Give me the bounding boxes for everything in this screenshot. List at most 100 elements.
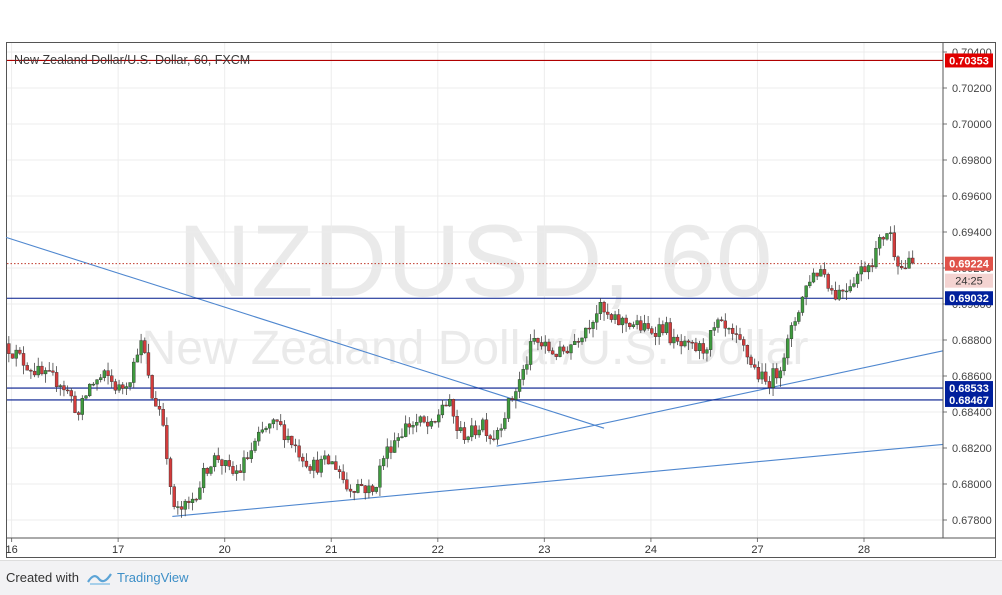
tradingview-logo-icon[interactable] bbox=[87, 570, 113, 586]
candle-up bbox=[198, 487, 202, 500]
candle-up bbox=[808, 281, 812, 287]
level-price-tag-bg bbox=[945, 291, 993, 306]
candle-down bbox=[143, 340, 147, 353]
candle-down bbox=[444, 404, 448, 407]
candle-up bbox=[429, 421, 434, 427]
candle-down bbox=[106, 370, 110, 376]
candle-down bbox=[576, 341, 581, 343]
candle-up bbox=[418, 416, 423, 423]
x-tick-label: 17 bbox=[112, 544, 124, 556]
candle-down bbox=[297, 445, 301, 458]
price-chart[interactable]: NZDUSD, 60 New Zealand Dollar/U.S. Dolla… bbox=[0, 0, 1002, 560]
candle-down bbox=[407, 423, 411, 428]
candle-up bbox=[466, 436, 470, 441]
candle-down bbox=[7, 343, 11, 354]
candle-up bbox=[286, 435, 290, 441]
candle-up bbox=[797, 312, 801, 322]
candle-up bbox=[760, 371, 764, 380]
candle-up bbox=[43, 370, 48, 375]
candle-up bbox=[264, 427, 268, 431]
candle-down bbox=[51, 370, 55, 373]
candle-up bbox=[117, 384, 121, 391]
candle-down bbox=[433, 421, 437, 423]
candle-down bbox=[10, 353, 15, 359]
candle-up bbox=[804, 285, 808, 298]
candle-up bbox=[584, 327, 588, 339]
current-price-tag: 0.69224 bbox=[949, 259, 990, 271]
candle-up bbox=[209, 466, 213, 474]
candle-down bbox=[661, 324, 665, 334]
candle-down bbox=[826, 274, 830, 289]
candle-up bbox=[176, 506, 180, 508]
candle-up bbox=[102, 370, 107, 378]
candle-down bbox=[29, 369, 33, 372]
candle-up bbox=[591, 322, 595, 329]
candle-up bbox=[495, 430, 500, 440]
trendline-3[interactable] bbox=[172, 443, 944, 517]
candle-down bbox=[903, 267, 908, 270]
candle-up bbox=[260, 429, 265, 433]
candle-up bbox=[837, 289, 841, 300]
candle-down bbox=[536, 338, 540, 343]
candle-down bbox=[554, 353, 558, 357]
candle-down bbox=[646, 323, 650, 329]
candle-down bbox=[62, 385, 66, 391]
candle-up bbox=[381, 458, 386, 467]
candle-down bbox=[238, 470, 242, 473]
candle-up bbox=[139, 340, 143, 356]
y-tick-label: 0.67800 bbox=[952, 515, 992, 527]
candle-up bbox=[782, 357, 786, 372]
footer-brand-link[interactable]: TradingView bbox=[117, 570, 189, 585]
candle-down bbox=[653, 333, 658, 337]
candle-down bbox=[815, 272, 819, 277]
candle-down bbox=[753, 364, 757, 368]
candle-up bbox=[672, 336, 676, 344]
candle-up bbox=[848, 286, 852, 292]
candle-up bbox=[135, 354, 140, 363]
x-tick-label: 16 bbox=[5, 544, 17, 556]
candle-up bbox=[819, 269, 823, 277]
candle-up bbox=[712, 327, 716, 331]
candle-up bbox=[771, 368, 775, 388]
candle-up bbox=[569, 344, 573, 354]
candle-up bbox=[80, 398, 84, 415]
candle-down bbox=[279, 421, 283, 425]
candle-up bbox=[778, 370, 783, 379]
watermark-name: New Zealand Dollar/U.S. Dollar bbox=[142, 322, 809, 375]
candle-down bbox=[231, 466, 235, 474]
trendline-2[interactable] bbox=[496, 350, 944, 447]
trendlines[interactable] bbox=[5, 236, 944, 517]
x-tick-label: 24 bbox=[645, 544, 657, 556]
candle-down bbox=[550, 350, 555, 355]
horizontal-levels[interactable] bbox=[7, 59, 943, 401]
candle-down bbox=[205, 468, 209, 474]
candle-up bbox=[793, 321, 797, 326]
candle-up bbox=[664, 322, 669, 334]
candle-down bbox=[290, 435, 294, 446]
x-tick-label: 21 bbox=[325, 544, 337, 556]
candle-up bbox=[525, 364, 529, 370]
candle-down bbox=[668, 322, 672, 344]
candle-down bbox=[245, 457, 250, 459]
candle-down bbox=[154, 398, 158, 407]
trendline-1[interactable] bbox=[5, 236, 605, 429]
level-price-tag-bg bbox=[945, 381, 993, 396]
candle-down bbox=[694, 342, 698, 352]
candle-down bbox=[315, 459, 320, 473]
candle-down bbox=[767, 381, 772, 388]
candle-up bbox=[517, 379, 522, 392]
candle-up bbox=[323, 455, 327, 460]
candle-up bbox=[470, 425, 474, 438]
candle-down bbox=[701, 343, 705, 354]
current-price-tag-bg bbox=[945, 256, 993, 271]
y-tick-label: 0.69600 bbox=[952, 191, 992, 203]
candle-down bbox=[165, 425, 169, 459]
candle-down bbox=[679, 341, 683, 347]
footer-created-with: Created with bbox=[6, 570, 79, 585]
candle-down bbox=[65, 389, 70, 392]
candle-up bbox=[558, 346, 562, 357]
candle-down bbox=[833, 290, 838, 300]
candle-down bbox=[863, 266, 867, 273]
candle-down bbox=[822, 269, 827, 275]
candle-down bbox=[624, 317, 628, 324]
